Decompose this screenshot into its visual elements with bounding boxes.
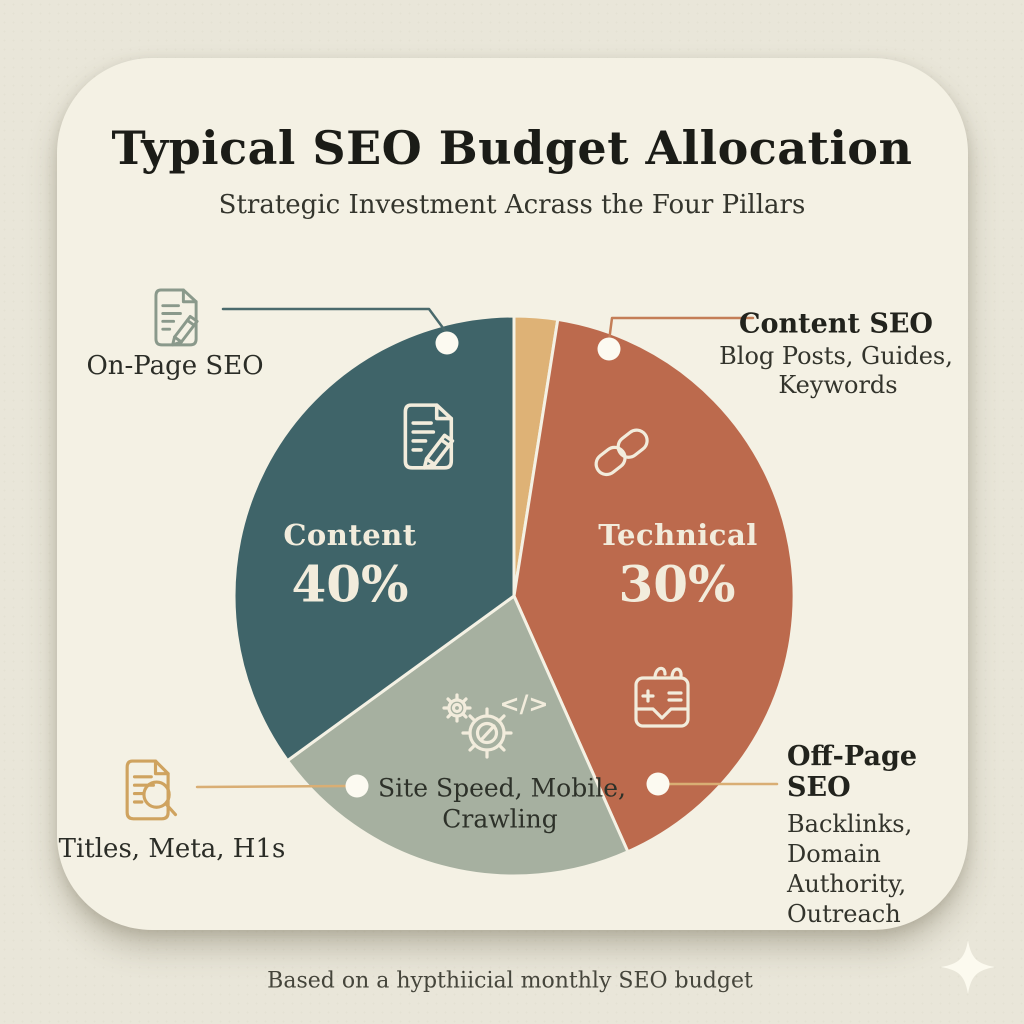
callout-content-seo-line2: Keywords bbox=[778, 371, 898, 399]
callout-off-page-line3: Outreach bbox=[787, 900, 901, 928]
dot-content-seo bbox=[597, 337, 621, 361]
technical-slice-value: 30% bbox=[618, 554, 736, 614]
dot-titles bbox=[345, 774, 369, 798]
callout-off-page-line1: Backlinks, Domain bbox=[787, 810, 913, 868]
on-page-document-pencil-icon bbox=[154, 288, 199, 347]
callout-off-page: Off-Page SEO Backlinks, Domain Authority… bbox=[787, 741, 987, 929]
connector-titles bbox=[195, 784, 349, 789]
dot-off-page bbox=[646, 772, 670, 796]
pie-slice-content bbox=[232, 314, 516, 763]
content-slice-label: Content bbox=[283, 518, 417, 552]
pie-slice-site-speed bbox=[286, 594, 630, 878]
page-title: Typical SEO Budget Allocation bbox=[111, 121, 913, 175]
footer-note: Based on a hypthiicial monthly SEO budge… bbox=[267, 968, 753, 994]
callout-dots bbox=[345, 331, 670, 798]
document-magnifier-icon bbox=[125, 759, 178, 821]
technical-slice-label: Technical bbox=[598, 518, 758, 552]
code-glyph-icon: </> bbox=[500, 690, 549, 718]
page-subtitle: Strategic Investment Acrass the Four Pil… bbox=[218, 190, 806, 220]
connector-content-seo bbox=[607, 316, 755, 343]
callout-titles-label: Titles, Meta, H1s bbox=[58, 834, 286, 864]
callout-off-page-line2: Authority, bbox=[787, 870, 907, 898]
pie-slice-technical bbox=[512, 317, 796, 854]
sparkle-icon bbox=[941, 940, 995, 994]
site-speed-label-line1: Site Speed, Mobile, bbox=[378, 773, 626, 803]
dot-on-page bbox=[435, 331, 459, 355]
site-speed-label-line2: Crawling bbox=[442, 804, 558, 834]
callout-content-seo-title: Content SEO bbox=[739, 308, 933, 340]
connector-on-page bbox=[221, 307, 448, 334]
callout-content-seo-line1: Blog Posts, Guides, bbox=[719, 342, 953, 370]
callout-off-page-title: Off-Page SEO bbox=[787, 741, 918, 803]
content-slice-value: 40% bbox=[291, 554, 409, 614]
callout-on-page-label: On-Page SEO bbox=[86, 351, 264, 381]
pie-slices bbox=[232, 314, 796, 878]
